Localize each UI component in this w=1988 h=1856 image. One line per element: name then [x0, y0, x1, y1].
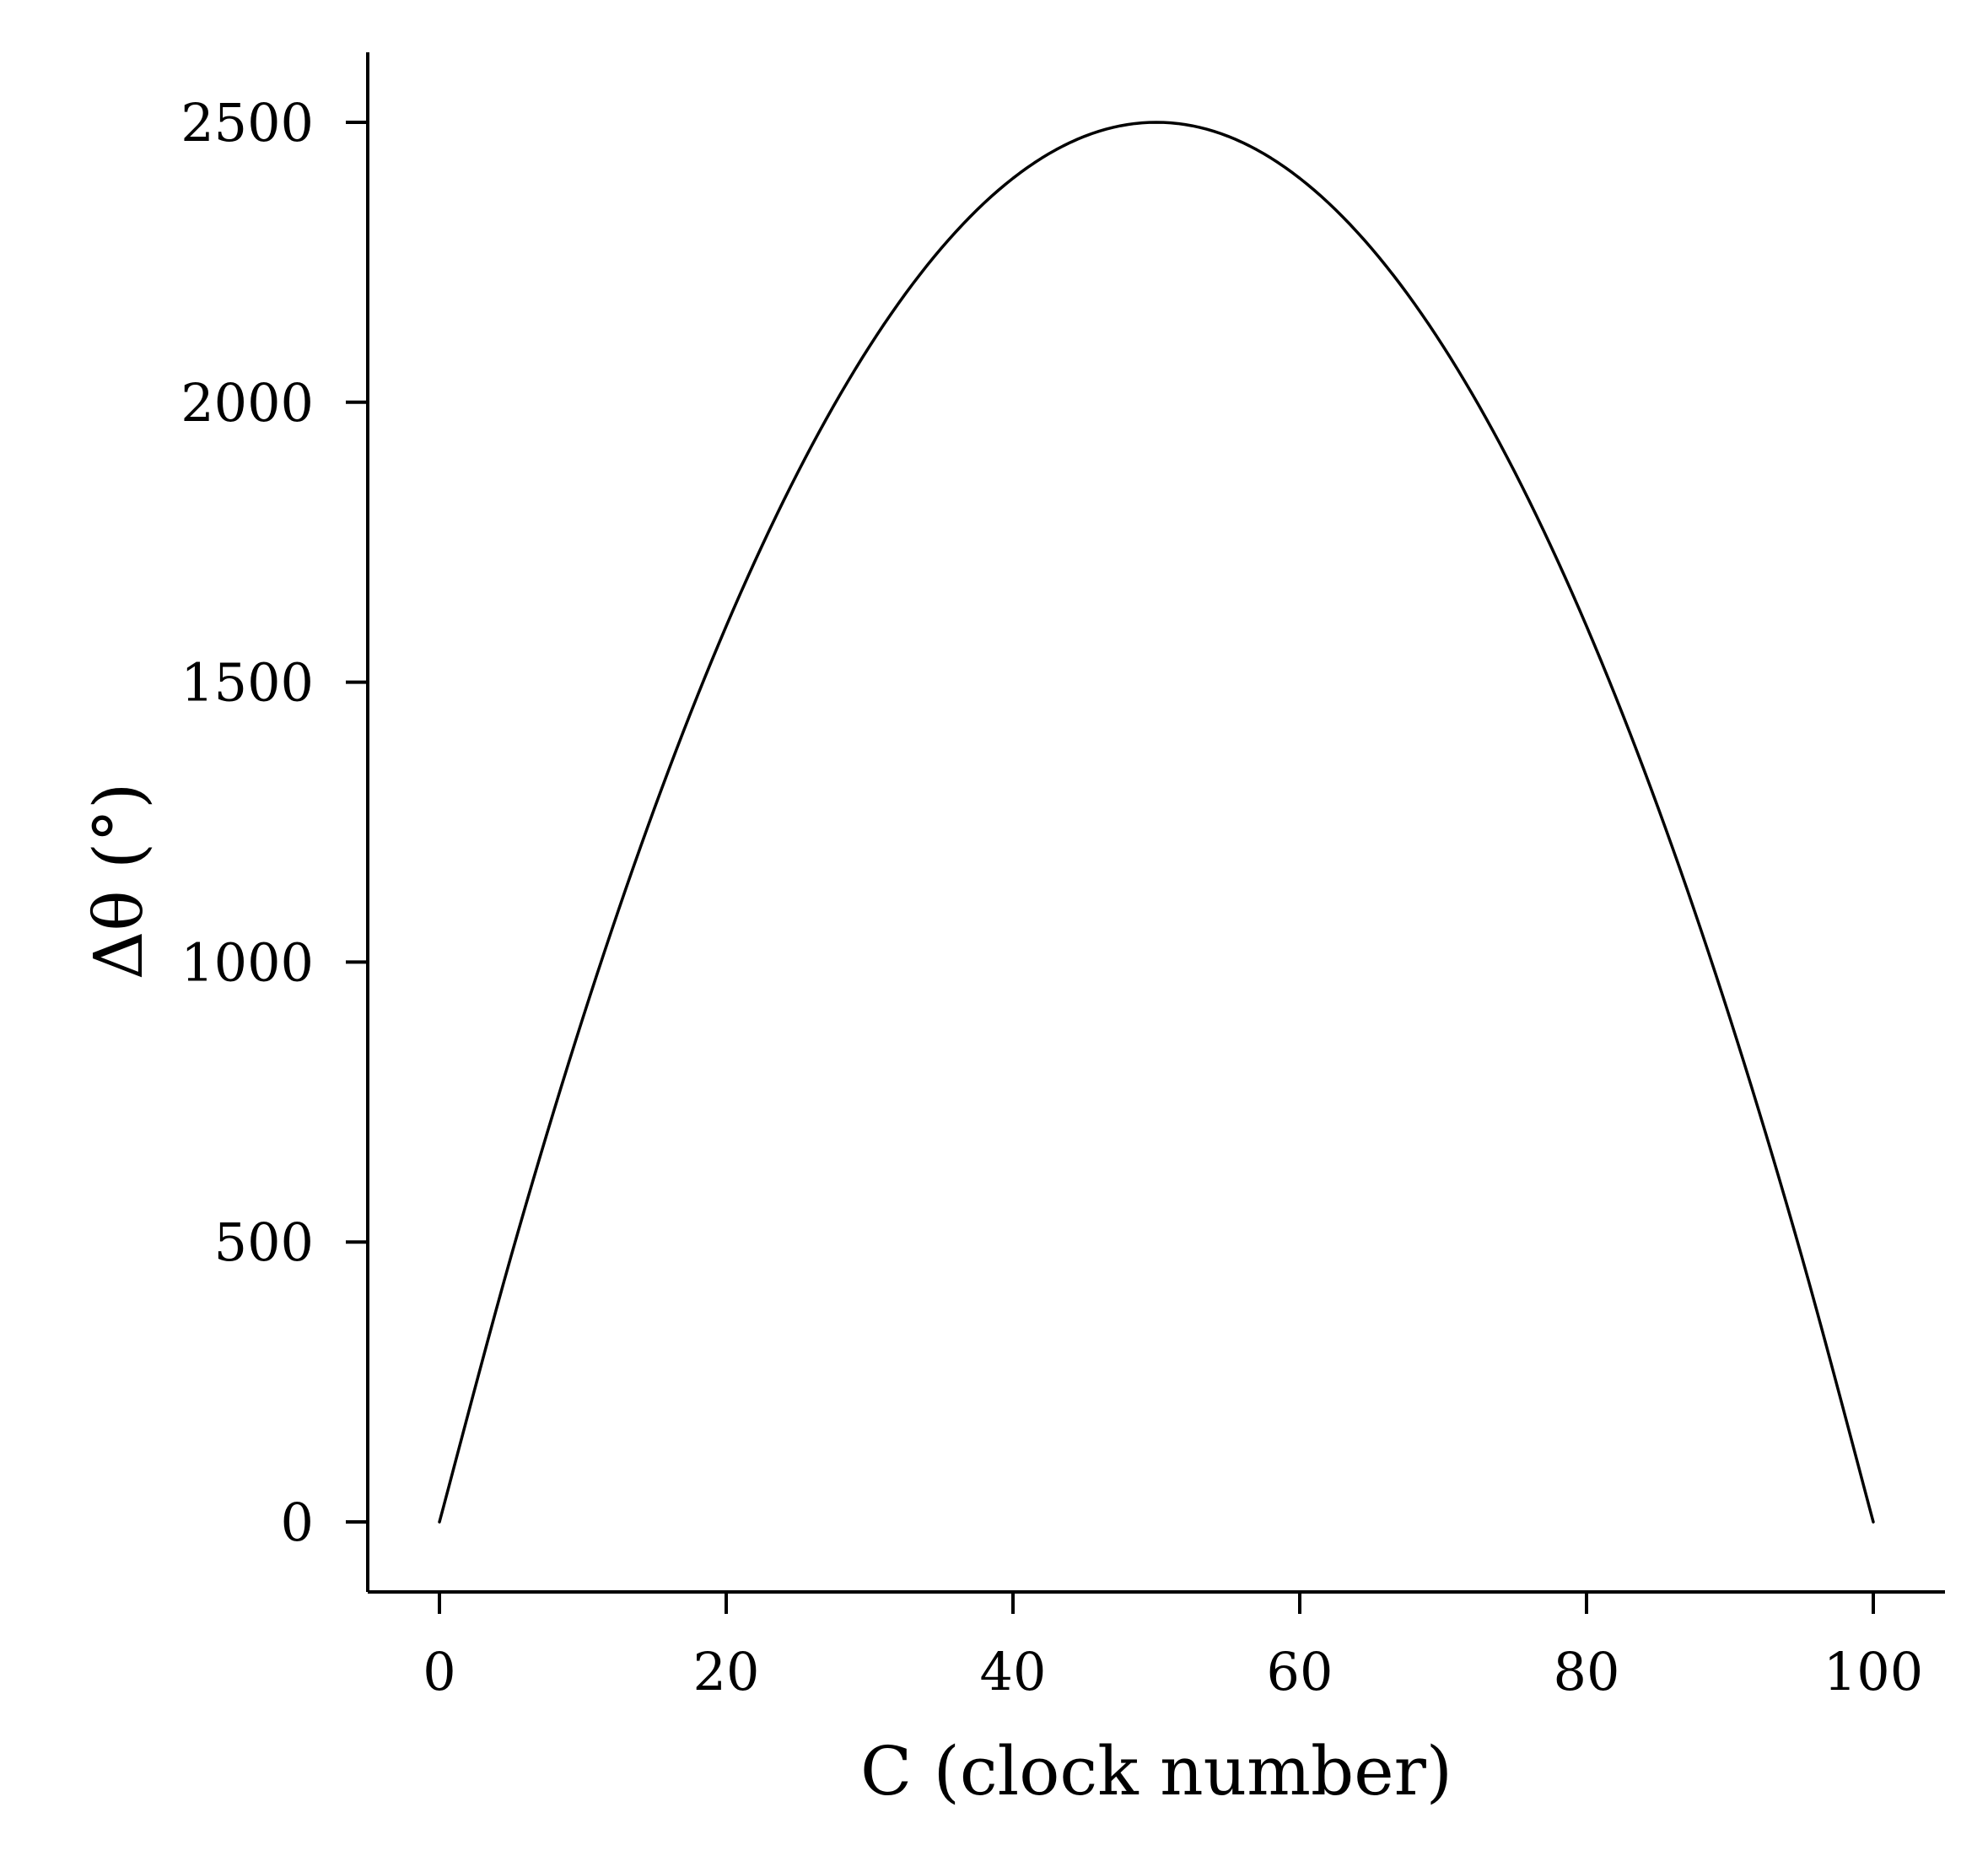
y-tick-label: 500: [214, 1211, 314, 1273]
x-tick-label: 60: [1267, 1641, 1333, 1702]
x-tick-label: 20: [693, 1641, 760, 1702]
y-tick-label: 2000: [180, 372, 314, 434]
y-axis-ticks: 0 500 1000 1500 2000 2500: [180, 92, 368, 1553]
x-tick-label: 40: [980, 1641, 1047, 1702]
series-line: [438, 121, 1875, 1524]
y-tick-label: 0: [281, 1492, 314, 1553]
y-tick-label: 1500: [180, 652, 314, 714]
x-axis-ticks: 0 20 40 60 80 100: [423, 1592, 1923, 1702]
x-tick-label: 0: [423, 1641, 455, 1702]
y-tick-label: 1000: [180, 931, 314, 993]
plot-area: [438, 121, 1875, 1524]
x-tick-label: 80: [1554, 1641, 1620, 1702]
y-tick-label: 2500: [180, 92, 314, 154]
x-tick-label: 100: [1824, 1641, 1923, 1702]
y-axis-label: Δθ (°): [79, 783, 158, 980]
x-axis-label: C (clock number): [860, 1732, 1452, 1810]
